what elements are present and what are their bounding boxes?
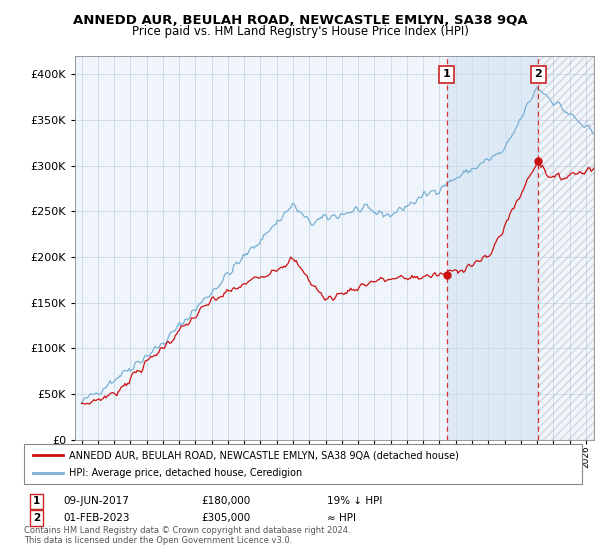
Text: 2: 2: [535, 69, 542, 80]
Text: £180,000: £180,000: [201, 496, 250, 506]
Text: Contains HM Land Registry data © Crown copyright and database right 2024.: Contains HM Land Registry data © Crown c…: [24, 526, 350, 535]
Text: ANNEDD AUR, BEULAH ROAD, NEWCASTLE EMLYN, SA38 9QA: ANNEDD AUR, BEULAH ROAD, NEWCASTLE EMLYN…: [73, 14, 527, 27]
Text: 2: 2: [33, 513, 40, 523]
Text: £305,000: £305,000: [201, 513, 250, 523]
Bar: [446, 56, 538, 440]
Text: 1: 1: [33, 496, 40, 506]
Text: 01-FEB-2023: 01-FEB-2023: [63, 513, 130, 523]
Text: 09-JUN-2017: 09-JUN-2017: [63, 496, 129, 506]
Text: 19% ↓ HPI: 19% ↓ HPI: [327, 496, 382, 506]
Text: ANNEDD AUR, BEULAH ROAD, NEWCASTLE EMLYN, SA38 9QA (detached house): ANNEDD AUR, BEULAH ROAD, NEWCASTLE EMLYN…: [69, 450, 459, 460]
Bar: [538, 56, 594, 440]
Text: Price paid vs. HM Land Registry's House Price Index (HPI): Price paid vs. HM Land Registry's House …: [131, 25, 469, 38]
Text: ≈ HPI: ≈ HPI: [327, 513, 356, 523]
Text: HPI: Average price, detached house, Ceredigion: HPI: Average price, detached house, Cere…: [69, 468, 302, 478]
Text: This data is licensed under the Open Government Licence v3.0.: This data is licensed under the Open Gov…: [24, 536, 292, 545]
Text: 1: 1: [443, 69, 451, 80]
